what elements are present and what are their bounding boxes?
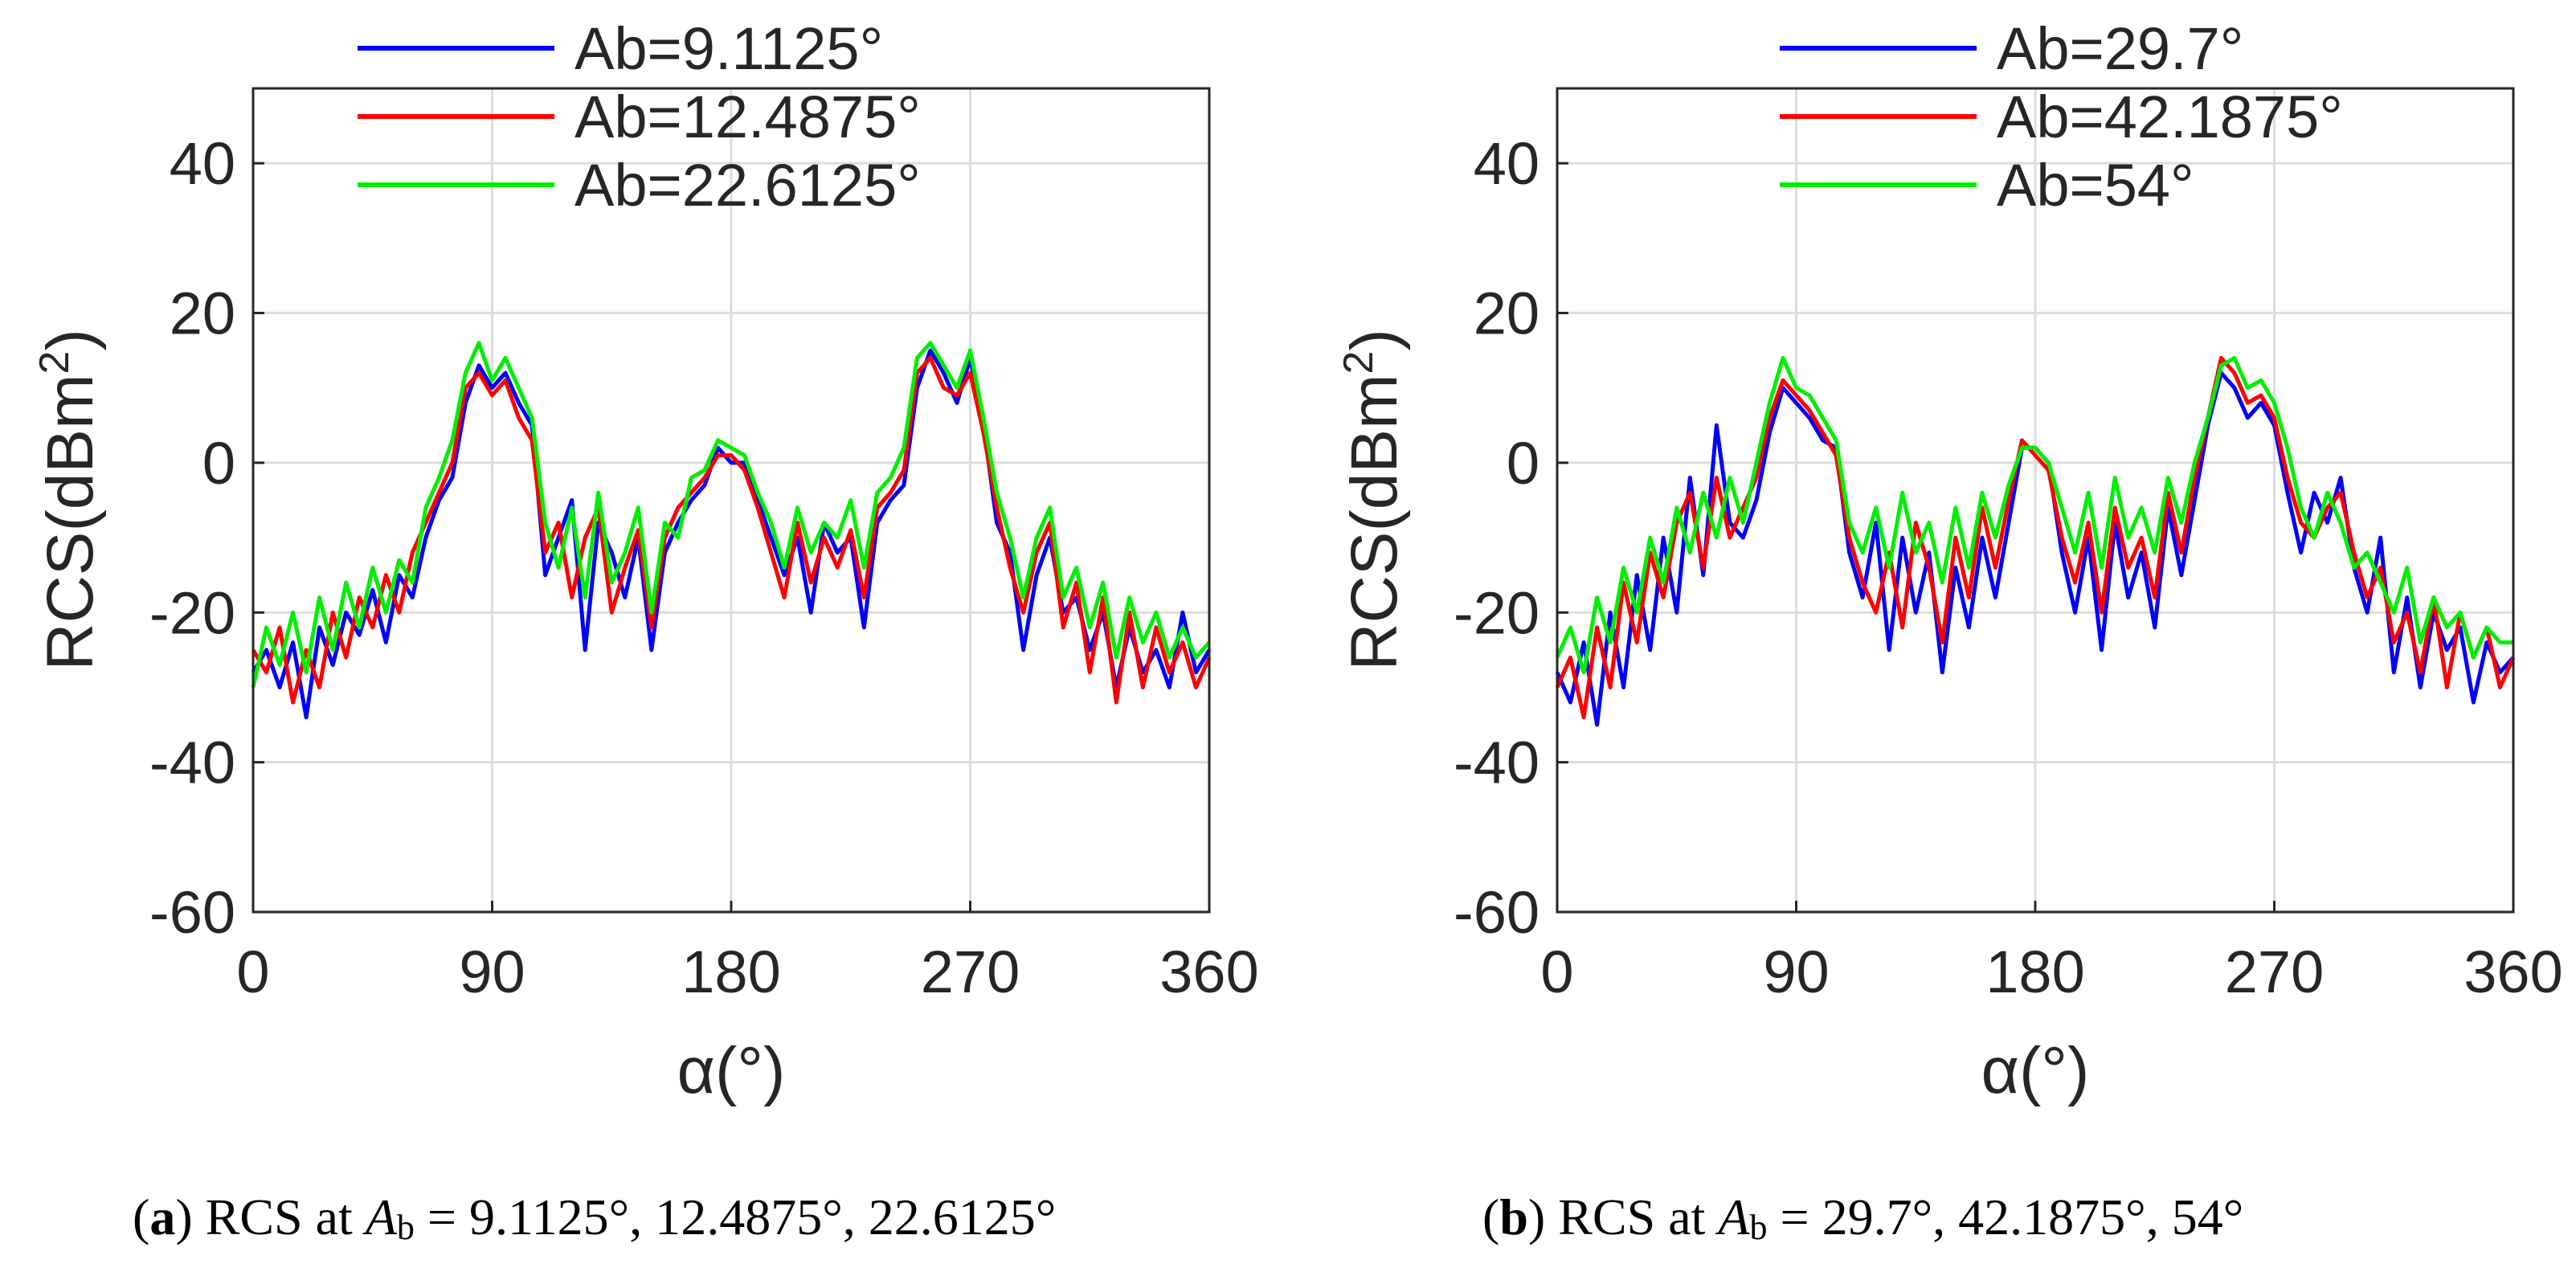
caption-values: = 9.1125°, 12.4875°, 22.6125°	[414, 1188, 1057, 1245]
legend-label: Ab=42.1875°	[1997, 84, 2343, 150]
y-tick-label: -40	[149, 730, 235, 796]
y-tick-label: 40	[1474, 130, 1539, 197]
legend-label: Ab=22.6125°	[574, 152, 921, 219]
caption-a: (a) RCS at Ab = 9.1125°, 12.4875°, 22.61…	[133, 1188, 1057, 1247]
y-tick-label: 20	[1474, 280, 1539, 347]
y-tick-label: 40	[170, 130, 235, 197]
caption-b: (b) RCS at Ab = 29.7°, 42.1875°, 54°	[1482, 1188, 2244, 1247]
x-tick-label: 360	[1159, 939, 1258, 1005]
series-line-2	[251, 356, 1212, 705]
y-tick-label: 20	[170, 280, 235, 347]
x-tick-label: 270	[2225, 939, 2324, 1005]
legend: Ab=9.1125°Ab=12.4875°Ab=22.6125°	[358, 15, 921, 219]
caption-subscript: b	[396, 1208, 415, 1247]
caption-variable: A	[1718, 1188, 1750, 1245]
panel-b: 0 90 180 270 360 -60 -40 -20 0 20 40 α(°) RCS(dBm2…	[1335, 15, 2563, 1107]
y-tick-label: -20	[1454, 579, 1539, 646]
legend-label: Ab=9.1125°	[574, 15, 883, 82]
caption-values: = 29.7°, 42.1875°, 54°	[1767, 1188, 2244, 1245]
x-tick-label: 90	[1763, 939, 1829, 1005]
y-tick-label: 0	[1507, 430, 1539, 497]
y-axis-label: RCS(dBm2)	[31, 329, 107, 670]
y-tick-label: -60	[149, 879, 235, 946]
series-line-2	[1555, 356, 2516, 720]
x-tick-label: 270	[921, 939, 1020, 1005]
legend: Ab=29.7°Ab=42.1875°Ab=54°	[1780, 15, 2343, 219]
x-tick-label: 180	[681, 939, 780, 1005]
y-tick-label: -60	[1454, 879, 1539, 946]
caption-text: RCS at	[192, 1188, 366, 1245]
y-tick-label: 0	[202, 430, 235, 497]
axis-ticks: 0 90 180 270 360 -60 -40 -20 0 20 40	[149, 130, 1259, 1005]
caption-text: RCS at	[1545, 1188, 1719, 1245]
y-axis-label: RCS(dBm2)	[1335, 329, 1411, 670]
x-tick-label: 90	[459, 939, 525, 1005]
x-tick-label: 0	[1540, 939, 1573, 1005]
series-line-3	[1555, 356, 2513, 675]
series-line-3	[251, 341, 1211, 689]
caption-variable: A	[365, 1188, 397, 1245]
caption-label: a	[149, 1188, 176, 1245]
grid-lines	[1557, 88, 2513, 912]
x-tick-label: 0	[236, 939, 269, 1005]
x-axis-label: α(°)	[1981, 1034, 2090, 1107]
caption-label: b	[1499, 1188, 1528, 1245]
data-series	[1555, 356, 2516, 727]
legend-label: Ab=29.7°	[1997, 15, 2243, 82]
axis-ticks: 0 90 180 270 360 -60 -40 -20 0 20 40	[1454, 130, 2563, 1005]
legend-label: Ab=54°	[1997, 152, 2194, 219]
x-axis-label: α(°)	[677, 1034, 786, 1107]
x-tick-label: 180	[1985, 939, 2084, 1005]
x-tick-label: 360	[2464, 939, 2562, 1005]
data-series	[251, 341, 1212, 720]
legend-label: Ab=12.4875°	[574, 84, 921, 150]
panel-a: 0 90 180 270 360 -60 -40 -20 0 20 40 α(°) RCS(dBm2…	[31, 15, 1259, 1107]
caption-subscript: b	[1749, 1208, 1768, 1247]
y-tick-label: -20	[149, 579, 235, 646]
y-tick-label: -40	[1454, 730, 1539, 796]
